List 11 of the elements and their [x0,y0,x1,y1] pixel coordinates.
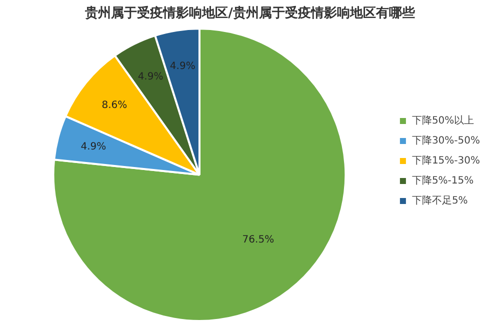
legend-label: 下降50%以上 [412,114,474,127]
data-label: 4.9% [80,141,106,152]
data-label: 4.9% [138,71,164,82]
data-label: 4.9% [170,61,196,72]
legend-label: 下降5%-15% [412,174,474,187]
legend-label: 下降30%-50% [412,134,480,147]
data-label: 8.6% [102,100,128,112]
legend-label: 下降15%-30% [412,154,480,167]
data-label: 76.5% [242,234,274,246]
legend-label: 下降不足5% [412,194,468,207]
chart-title: 贵州属于受疫情影响地区/贵州属于受疫情影响地区有哪些 [84,5,416,22]
